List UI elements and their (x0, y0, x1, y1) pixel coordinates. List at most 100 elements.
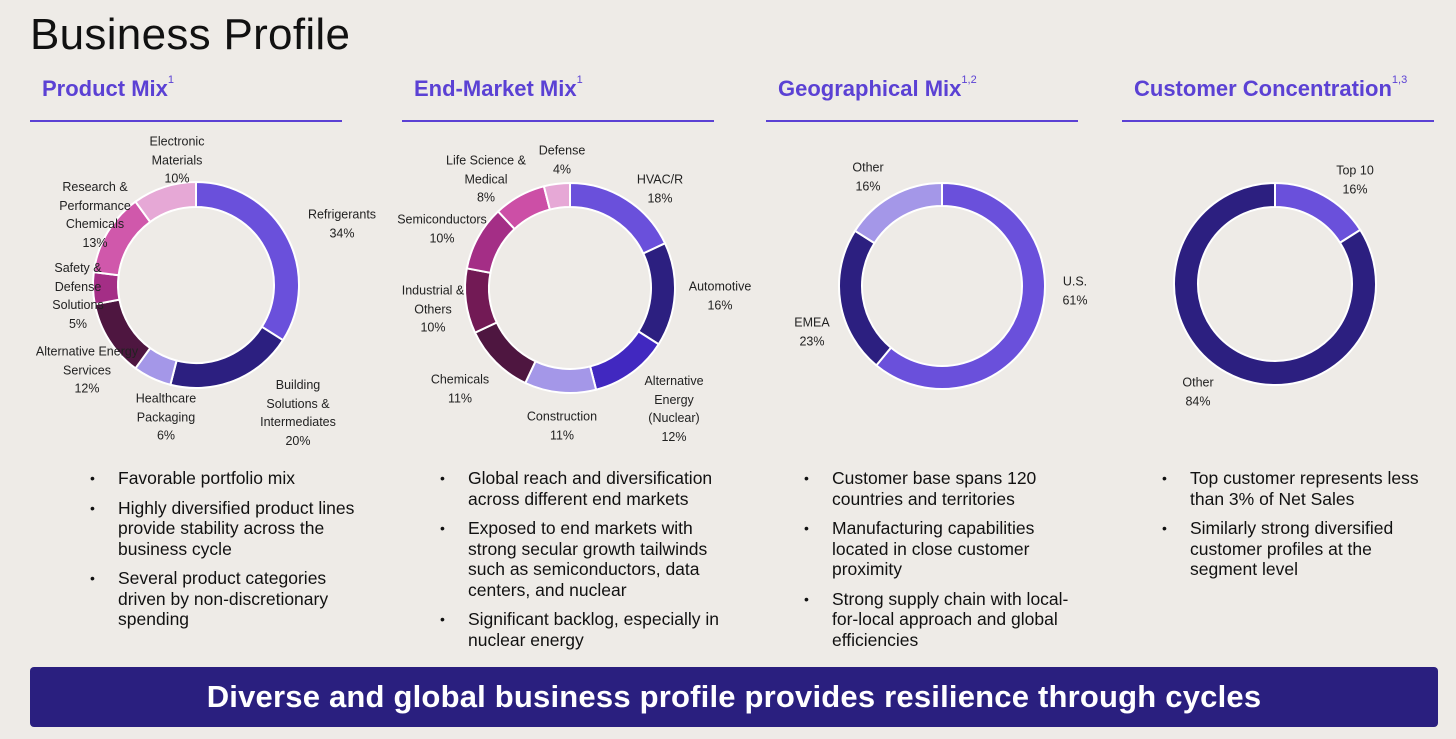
slice-name: Medical (464, 171, 508, 186)
slice-name: Research & (62, 180, 128, 194)
slice-value: 6% (156, 428, 176, 443)
end-market-mix-label-hvac-r: HVAC/R 18% (637, 171, 683, 208)
slice-name: Alternative Energy (35, 344, 139, 359)
product-mix-panel: Product Mix1 Refrigerants 34% Building Solut… (30, 0, 376, 660)
end-market-mix-title: End-Market Mix1 (414, 74, 583, 102)
slice-name: Other (852, 160, 884, 175)
slice-value: 18% (647, 191, 673, 205)
slice-value: 11% (549, 428, 575, 442)
slice-name: Industrial & (401, 283, 465, 298)
slice-name: Building (275, 378, 321, 392)
bullet-item: Manufacturing capabilities located in cl… (802, 518, 1092, 580)
end-market-mix-donut-chart (464, 181, 676, 394)
slice-value: 10% (420, 320, 446, 335)
end-market-mix-label-industrial-others: Industrial & Others 10% (402, 281, 465, 337)
slice-name: Safety & (54, 261, 102, 275)
end-market-mix-label-construction: Construction 11% (527, 408, 597, 445)
slice-name: Alternative (644, 374, 704, 388)
customer-concentration-title: Customer Concentration1,3 (1134, 74, 1408, 102)
bullet-item: Strong supply chain with local-for-local… (802, 589, 1092, 651)
customer-concentration-bullet-list: Top customer represents less than 3% of … (1160, 468, 1440, 589)
bullet-item: Exposed to end markets with strong secul… (438, 518, 728, 600)
customer-concentration-label-other: Other 84% (1182, 374, 1213, 411)
slice-name: Performance (59, 198, 131, 213)
product-mix-label-healthcare-packaging: Healthcare Packaging 6% (136, 389, 196, 445)
slice-value: 16% (707, 298, 733, 312)
slice-name: (Nuclear) (648, 411, 700, 425)
slice-name: Electronic (149, 134, 205, 149)
slice-name: Packaging (136, 409, 196, 424)
slice-name: Automotive (688, 279, 752, 294)
geographical-mix-slice-other (853, 181, 943, 245)
product-mix-donut-chart (92, 180, 300, 389)
end-market-mix-panel: End-Market Mix1 HVAC/R 18% Automotive 16% Alt… (397, 0, 751, 660)
geographical-mix-footnote: 1,2 (961, 74, 977, 86)
slice-value: 12% (74, 381, 100, 396)
slice-name: Refrigerants (307, 207, 377, 222)
slice-name: Others (414, 301, 452, 316)
product-mix-footnote: 1 (167, 74, 175, 86)
geographical-mix-divider (766, 120, 1078, 122)
product-mix-slice-electronic-materials (134, 180, 197, 224)
slice-name: Semiconductors (397, 212, 487, 227)
end-market-mix-slice-automotive (637, 241, 676, 346)
bullet-item: Favorable portfolio mix (88, 468, 356, 489)
slice-name: Solutions (52, 298, 104, 312)
slice-value: 4% (552, 162, 572, 176)
slice-name: Chemicals (65, 217, 125, 231)
geographical-mix-slice-emea (838, 229, 893, 367)
slice-name: U.S. (1062, 274, 1088, 289)
end-market-mix-footnote: 1 (576, 74, 583, 86)
slice-name: Intermediates (260, 415, 336, 429)
geographical-mix-bullet-list: Customer base spans 120 countries and te… (802, 468, 1092, 659)
product-mix-slice-refrigerants (195, 180, 300, 342)
slice-name: Solutions & (266, 396, 330, 411)
end-market-mix-slice-construction (523, 359, 598, 394)
slice-value: 8% (476, 190, 496, 205)
slice-value: 12% (661, 429, 687, 444)
slice-value: 20% (285, 433, 311, 448)
geographical-mix-title: Geographical Mix1,2 (778, 74, 977, 102)
product-mix-divider (30, 120, 342, 122)
product-mix-label-refrigerants: Refrigerants 34% (308, 206, 376, 243)
slice-name: Defense (538, 143, 586, 158)
slice-name: Healthcare (135, 391, 197, 406)
slice-value: 10% (164, 171, 190, 186)
slice-value: 61% (1062, 293, 1088, 307)
product-mix-label-building-solutions-intermediates: Building Solutions & Intermediates 20% (260, 376, 336, 450)
bullet-item: Significant backlog, especially in nucle… (438, 609, 728, 650)
geographical-mix-label-other: Other 16% (852, 159, 883, 196)
customer-concentration-footnote: 1,3 (1391, 74, 1408, 86)
end-market-mix-bullet-list: Global reach and diversification across … (438, 468, 728, 659)
slice-value: 11% (447, 391, 473, 405)
product-mix-label-alternative-energy-services: Alternative Energy Services 12% (36, 342, 138, 398)
geographical-mix-title-text: Geographical Mix (778, 76, 962, 101)
slice-value: 23% (799, 334, 825, 348)
slice-name: Services (63, 362, 111, 377)
bullet-item: Top customer represents less than 3% of … (1160, 468, 1440, 509)
end-market-mix-label-life-science-medical: Life Science & Medical 8% (446, 151, 526, 207)
end-market-mix-label-semiconductors: Semiconductors 10% (397, 211, 487, 248)
slice-value: 16% (855, 179, 881, 193)
end-market-mix-label-automotive: Automotive 16% (689, 278, 752, 315)
product-mix-label-safety-defense-solutions: Safety & Defense Solutions 5% (52, 259, 103, 333)
slice-value: 84% (1185, 394, 1211, 408)
summary-banner: Diverse and global business profile prov… (30, 667, 1438, 727)
geographical-mix-label-emea: EMEA 23% (794, 314, 829, 351)
slice-name: Defense (54, 279, 102, 294)
product-mix-label-research-performance-chemicals: Research & Performance Chemicals 13% (59, 178, 131, 252)
end-market-mix-slice-industrial-others (464, 267, 499, 335)
customer-concentration-label-top-10: Top 10 16% (1336, 162, 1374, 199)
end-market-mix-slice-defense (542, 181, 571, 211)
product-mix-title-text: Product Mix (42, 76, 168, 101)
slice-name: Life Science & (446, 153, 526, 168)
product-mix-title: Product Mix1 (42, 74, 175, 102)
slice-name: Materials (151, 152, 203, 167)
customer-concentration-slice-other (1173, 181, 1377, 386)
slice-value: 13% (82, 235, 108, 250)
bullet-item: Several product categories driven by non… (88, 568, 356, 630)
slice-name: Other (1182, 375, 1214, 390)
product-mix-label-electronic-materials: Electronic Materials 10% (150, 132, 205, 188)
end-market-mix-title-text: End-Market Mix (414, 76, 577, 101)
summary-banner-text: Diverse and global business profile prov… (206, 679, 1262, 714)
